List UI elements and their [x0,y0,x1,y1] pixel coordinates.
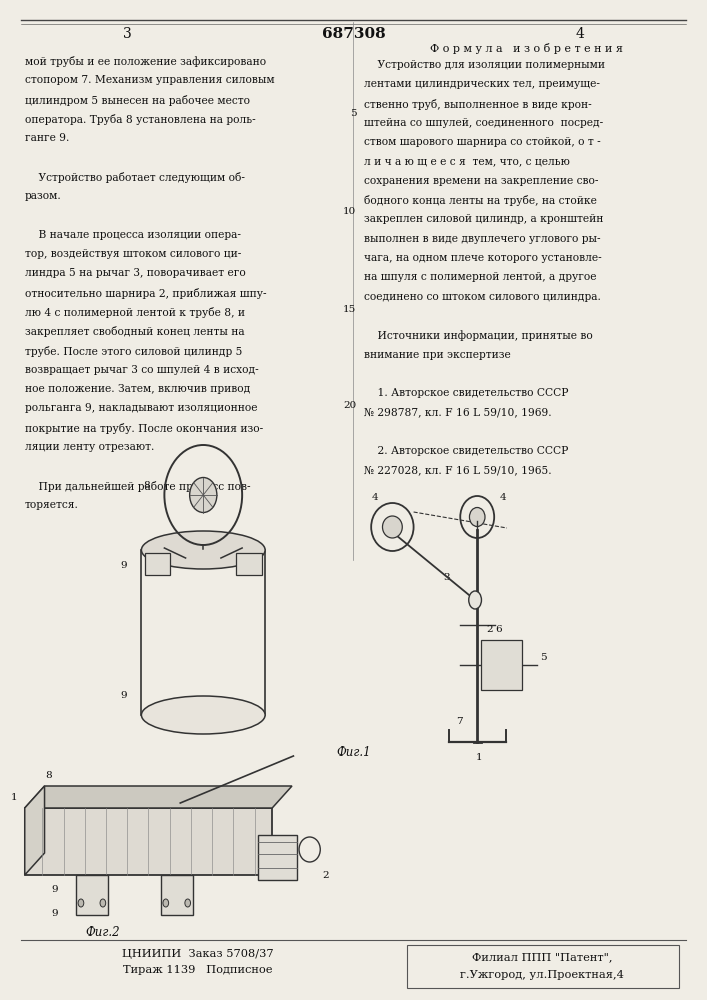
Text: ляции ленту отрезают.: ляции ленту отрезают. [25,442,154,452]
Text: относительно шарнира 2, приближая шпу-: относительно шарнира 2, приближая шпу- [25,288,267,299]
Text: Тираж 1139   Подписное: Тираж 1139 Подписное [123,965,273,975]
Text: Устройство для изоляции полимерными: Устройство для изоляции полимерными [364,60,605,70]
Text: 8: 8 [45,772,52,780]
Text: 687308: 687308 [322,27,385,41]
Text: 9: 9 [120,560,127,570]
Text: г.Ужгород, ул.Проектная,4: г.Ужгород, ул.Проектная,4 [460,970,624,980]
Text: 1: 1 [11,794,18,802]
Text: торяется.: торяется. [25,500,78,510]
Text: 5: 5 [539,652,547,662]
Text: 3: 3 [443,573,450,582]
Ellipse shape [382,516,402,538]
Bar [481,640,522,690]
Text: № 298787, кл. F 16 L 59/10, 1969.: № 298787, кл. F 16 L 59/10, 1969. [364,407,551,417]
Circle shape [78,899,84,907]
Text: 15: 15 [343,304,356,314]
Text: 1: 1 [475,752,482,762]
Text: 9: 9 [52,908,59,918]
Text: ное положение. Затем, включив привод: ное положение. Затем, включив привод [25,384,250,394]
Text: штейна со шпулей, соединенного  посред-: штейна со шпулей, соединенного посред- [364,118,603,128]
Text: л и ч а ю щ е е с я  тем, что, с целью: л и ч а ю щ е е с я тем, что, с целью [364,157,570,167]
Text: рольганга 9, накладывают изоляционное: рольганга 9, накладывают изоляционное [25,403,257,413]
Polygon shape [25,786,292,808]
Text: Ф о р м у л а   и з о б р е т е н и я: Ф о р м у л а и з о б р е т е н и я [431,42,623,53]
Ellipse shape [141,531,265,569]
Text: 2. Авторское свидетельство СССР: 2. Авторское свидетельство СССР [364,446,568,456]
Circle shape [185,899,191,907]
Bar [258,835,297,880]
Text: сохранения времени на закрепление сво-: сохранения времени на закрепление сво- [364,176,599,186]
Text: на шпуля с полимерной лентой, а другое: на шпуля с полимерной лентой, а другое [364,272,597,282]
Text: стопором 7. Механизм управления силовым: стопором 7. Механизм управления силовым [25,75,274,85]
Text: внимание при экспертизе: внимание при экспертизе [364,350,511,360]
Text: При дальнейшей работе процесс пов-: При дальнейшей работе процесс пов- [25,481,250,492]
Text: покрытие на трубу. После окончания изо-: покрытие на трубу. После окончания изо- [25,423,263,434]
Text: ганге 9.: ганге 9. [25,133,69,143]
Text: Источники информации, принятые во: Источники информации, принятые во [364,330,593,341]
Text: 20: 20 [343,401,356,410]
Text: Фиг.1: Фиг.1 [337,746,370,758]
Text: 2: 2 [322,870,329,880]
Text: закреплен силовой цилиндр, а кронштейн: закреплен силовой цилиндр, а кронштейн [364,214,604,224]
Text: 1. Авторское свидетельство СССР: 1. Авторское свидетельство СССР [364,388,568,398]
Bar [144,553,170,575]
Text: ством шарового шарнира со стойкой, о т -: ством шарового шарнира со стойкой, о т - [364,137,601,147]
Text: тор, воздействуя штоком силового ци-: тор, воздействуя штоком силового ци- [25,249,241,259]
Text: возвращает рычаг 3 со шпулей 4 в исход-: возвращает рычаг 3 со шпулей 4 в исход- [25,365,259,375]
Text: Устройство работает следующим об-: Устройство работает следующим об- [25,172,245,183]
Ellipse shape [469,508,485,526]
Bar [236,553,262,575]
Text: Филиал ППП "Патент",: Филиал ППП "Патент", [472,952,612,962]
Text: 8: 8 [144,481,150,489]
Text: Фиг.2: Фиг.2 [86,926,119,938]
Text: 5: 5 [350,109,356,118]
Polygon shape [25,786,45,875]
Text: закрепляет свободный конец ленты на: закрепляет свободный конец ленты на [25,326,245,337]
Text: 4: 4 [575,27,584,41]
Text: № 227028, кл. F 16 L 59/10, 1965.: № 227028, кл. F 16 L 59/10, 1965. [364,465,551,475]
Text: 7: 7 [456,718,463,726]
Text: соединено со штоком силового цилиндра.: соединено со штоком силового цилиндра. [364,292,601,302]
Text: 2: 2 [486,626,493,635]
Ellipse shape [141,696,265,734]
Polygon shape [25,808,272,875]
Text: разом.: разом. [25,191,62,201]
Text: лентами цилиндрических тел, преимуще-: лентами цилиндрических тел, преимуще- [364,79,600,89]
Bar [407,945,679,988]
Text: мой трубы и ее положение зафиксировано: мой трубы и ее положение зафиксировано [25,56,266,67]
Text: В начале процесса изоляции опера-: В начале процесса изоляции опера- [25,230,241,240]
Text: ственно труб, выполненное в виде крон-: ственно труб, выполненное в виде крон- [364,99,592,110]
Text: бодного конца ленты на трубе, на стойке: бодного конца ленты на трубе, на стойке [364,195,597,206]
Text: выполнен в виде двуплечего углового ры-: выполнен в виде двуплечего углового ры- [364,234,601,244]
Ellipse shape [189,478,217,512]
Text: ЦНИИПИ  Заказ 5708/37: ЦНИИПИ Заказ 5708/37 [122,949,274,959]
Text: 6: 6 [495,626,502,635]
Text: 4: 4 [499,493,506,502]
Text: 10: 10 [343,208,356,217]
Circle shape [100,899,106,907]
Text: 4: 4 [371,492,378,502]
Text: линдра 5 на рычаг 3, поворачивает его: линдра 5 на рычаг 3, поворачивает его [25,268,245,278]
Text: 9: 9 [120,690,127,700]
Text: 9: 9 [52,886,59,894]
Circle shape [469,591,481,609]
Bar [76,875,107,915]
Circle shape [163,899,168,907]
Bar [160,875,192,915]
Text: лю 4 с полимерной лентой к трубе 8, и: лю 4 с полимерной лентой к трубе 8, и [25,307,245,318]
Text: оператора. Труба 8 установлена на роль-: оператора. Труба 8 установлена на роль- [25,114,255,125]
Text: трубе. После этого силовой цилиндр 5: трубе. После этого силовой цилиндр 5 [25,346,242,357]
Text: цилиндром 5 вынесен на рабочее место: цилиндром 5 вынесен на рабочее место [25,95,250,106]
Text: чага, на одном плече которого установле-: чага, на одном плече которого установле- [364,253,602,263]
Text: 3: 3 [123,27,132,41]
